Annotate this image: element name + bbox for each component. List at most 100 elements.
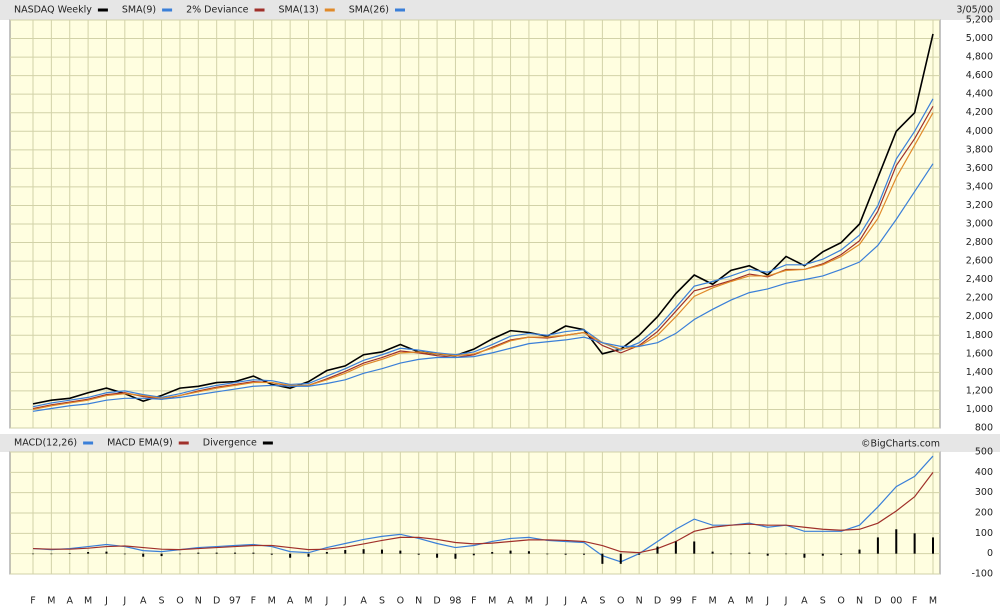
divergence-bar	[160, 553, 163, 557]
divergence-bar	[380, 549, 383, 554]
divergence-bar	[436, 553, 439, 558]
divergence-bar	[50, 553, 53, 555]
divergence-bar	[674, 541, 677, 554]
divergence-bar	[729, 553, 732, 555]
x-tick-label: N	[636, 596, 643, 607]
y-tick-label: 1,400	[966, 367, 993, 378]
x-tick-label: A	[507, 596, 514, 607]
x-tick-label: A	[140, 596, 147, 607]
x-tick-label: O	[176, 596, 183, 607]
x-tick-label: S	[820, 596, 826, 607]
legend-label: MACD EMA(9)	[107, 438, 173, 449]
divergence-bar	[234, 552, 237, 554]
x-tick-label: D	[654, 596, 661, 607]
divergence-bar	[105, 551, 108, 554]
y-tick-label: 3,800	[966, 144, 993, 155]
x-tick-label: F	[471, 596, 476, 607]
legend-label: SMA(26)	[349, 5, 389, 16]
x-tick-label: O	[617, 596, 624, 607]
divergence-bar	[638, 553, 641, 555]
y-tick-label: 5,200	[966, 15, 993, 26]
legend-label: NASDAQ Weekly	[14, 5, 92, 16]
divergence-bar	[68, 553, 71, 554]
source: ©BigCharts.com	[861, 439, 940, 450]
divergence-bar	[895, 529, 898, 554]
divergence-bar	[876, 537, 879, 554]
y-tick-label: 1,600	[966, 348, 993, 359]
x-tick-label: D	[874, 596, 881, 607]
x-tick-label: M	[304, 596, 312, 607]
divergence-bar	[601, 553, 604, 564]
divergence-bar	[619, 553, 622, 564]
series-line	[32, 471, 934, 554]
x-tick-label: S	[379, 596, 385, 607]
x-tick-label: A	[66, 596, 73, 607]
y-tick-label: 4,800	[966, 52, 993, 63]
y-tick-label: 2,400	[966, 274, 993, 285]
x-tick-label: N	[856, 596, 863, 607]
x-tick-label: J	[545, 596, 549, 607]
divergence-bar	[527, 551, 530, 554]
legend-label: MACD(12,26)	[14, 438, 77, 449]
divergence-bar	[307, 553, 310, 557]
series-line	[32, 98, 934, 408]
divergence-bar	[87, 552, 90, 554]
divergence-bar	[546, 553, 549, 555]
series-line	[32, 112, 934, 411]
divergence-bar	[252, 552, 255, 554]
y-tick-label: 800	[975, 423, 993, 434]
x-tick-label: A	[287, 596, 294, 607]
y-tick-label: 300	[975, 487, 993, 498]
y-tick-label: 1,800	[966, 330, 993, 341]
grid	[10, 19, 940, 575]
divergence-bar	[362, 549, 365, 554]
x-tick-label: F	[30, 596, 35, 607]
x-tick-label: N	[195, 596, 202, 607]
y-tick-label: 4,400	[966, 89, 993, 100]
y-tick-label: 3,400	[966, 181, 993, 192]
divergence-bar	[821, 553, 824, 556]
y-tick-label: 2,800	[966, 237, 993, 248]
x-tick-label: D	[213, 596, 220, 607]
x-tick-label: N	[415, 596, 422, 607]
x-tick-label: 00	[890, 596, 902, 607]
y-tick-label: 5,000	[966, 33, 993, 44]
divergence-bar	[509, 550, 512, 554]
x-tick-label: M	[708, 596, 716, 607]
x-tick-label: F	[251, 596, 256, 607]
divergence-bar	[803, 553, 806, 558]
y-tick-label: 3,600	[966, 163, 993, 174]
x-tick-label: M	[488, 596, 496, 607]
y-tick-label: 2,600	[966, 256, 993, 267]
divergence-bar	[785, 553, 788, 555]
divergence-bar	[123, 553, 126, 555]
x-tick-label: A	[581, 596, 588, 607]
x-tick-label: J	[563, 596, 567, 607]
date: 3/05/00	[956, 5, 993, 16]
divergence-bar	[178, 553, 181, 555]
x-tick-label: O	[397, 596, 404, 607]
divergence-bar	[711, 551, 714, 554]
legend-label: SMA(9)	[122, 5, 156, 16]
divergence-bar	[142, 553, 145, 557]
x-tick-label: 99	[670, 596, 682, 607]
x-tick-label: M	[745, 596, 753, 607]
divergence-bar	[766, 553, 769, 556]
x-tick-label: A	[360, 596, 367, 607]
x-tick-label: M	[84, 596, 92, 607]
divergence-bar	[913, 533, 916, 554]
y-tick-label: 200	[975, 508, 993, 519]
x-tick-label: J	[122, 596, 126, 607]
plot	[32, 33, 934, 564]
x-tick-label: O	[837, 596, 844, 607]
x-tick-label: J	[784, 596, 788, 607]
divergence-bar	[840, 553, 843, 555]
x-tick-label: F	[691, 596, 696, 607]
divergence-bar	[454, 553, 457, 559]
legend-label: SMA(13)	[279, 5, 319, 16]
x-tick-label: S	[159, 596, 165, 607]
y-tick-label: 2,200	[966, 293, 993, 304]
divergence-bar	[344, 550, 347, 554]
y-tick-label: 1,000	[966, 404, 993, 415]
